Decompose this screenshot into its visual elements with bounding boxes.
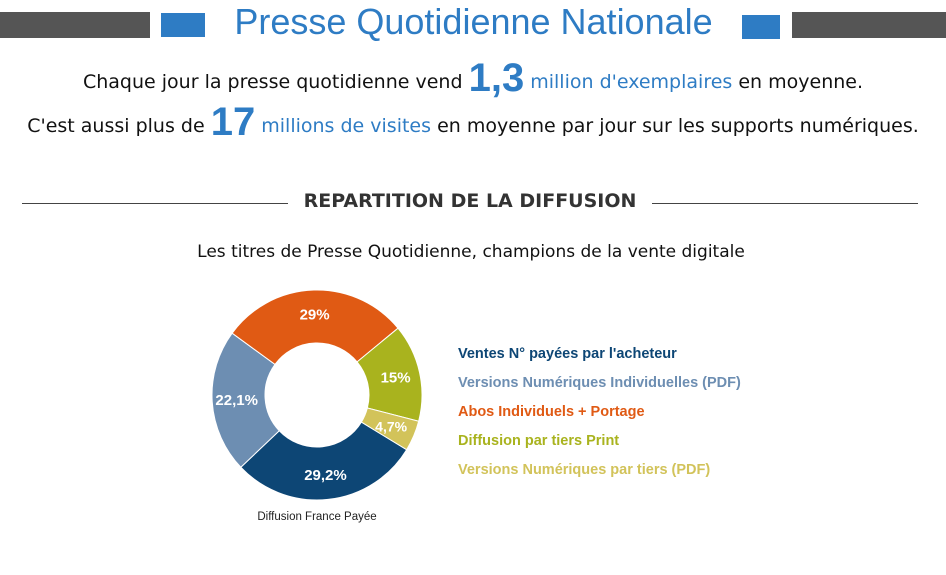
chart-legend: Ventes N° payées par l'acheteur Versions …	[458, 340, 741, 485]
intro-1-suffix: en moyenne.	[738, 71, 864, 93]
intro-2-highlight: millions de visites	[261, 115, 432, 137]
section-title: REPARTITION DE LA DIFFUSION	[303, 190, 637, 212]
intro-2-prefix: C'est aussi plus de	[27, 115, 205, 137]
legend-item-5: Versions Numériques par tiers (PDF)	[458, 462, 711, 478]
slice-label-1: 29,2%	[304, 467, 347, 484]
header-square-right	[742, 15, 780, 39]
slice-label-2: 22,1%	[215, 392, 258, 409]
donut-chart: 29,2% 22,1% 29% 15% 4,7% Diffusion France Pa…	[211, 289, 423, 523]
section-rule-right	[652, 203, 918, 204]
slice-label-5: 4,7%	[375, 418, 407, 434]
page-title: Presse Quotidienne Nationale	[234, 1, 713, 42]
slice-label-4: 15%	[381, 370, 411, 387]
donut-slice-3	[231, 289, 399, 366]
intro-line-1: Chaque jour la presse quotidienne vend 1…	[0, 56, 946, 101]
chart-subtitle: Les titres de Presse Quotidienne, champi…	[197, 242, 745, 262]
header-bar-right	[792, 12, 946, 38]
section-rule-left	[22, 203, 288, 204]
intro-line-2: C'est aussi plus de 17 millions de visit…	[0, 100, 946, 145]
legend-item-1: Ventes N° payées par l'acheteur	[458, 346, 677, 362]
intro-2-number: 17	[210, 100, 256, 144]
legend-item-4: Diffusion par tiers Print	[458, 433, 620, 449]
legend-item-3: Abos Individuels + Portage	[458, 404, 645, 420]
header-bar-left	[0, 12, 150, 38]
legend-item-2: Versions Numériques Individuelles (PDF)	[458, 375, 741, 391]
intro-1-number: 1,3	[468, 56, 525, 100]
intro-2-suffix: en moyenne par jour sur les supports num…	[437, 115, 919, 137]
donut-slice-5	[360, 407, 420, 451]
chart-caption: Diffusion France Payée	[257, 511, 376, 523]
header-square-left	[161, 13, 205, 37]
donut-slice-1	[240, 421, 408, 501]
slice-label-3: 29%	[300, 307, 330, 324]
intro-1-prefix: Chaque jour la presse quotidienne vend	[82, 71, 463, 93]
intro-1-highlight: million d'exemplaires	[530, 71, 733, 93]
donut-slice-2	[211, 332, 280, 468]
